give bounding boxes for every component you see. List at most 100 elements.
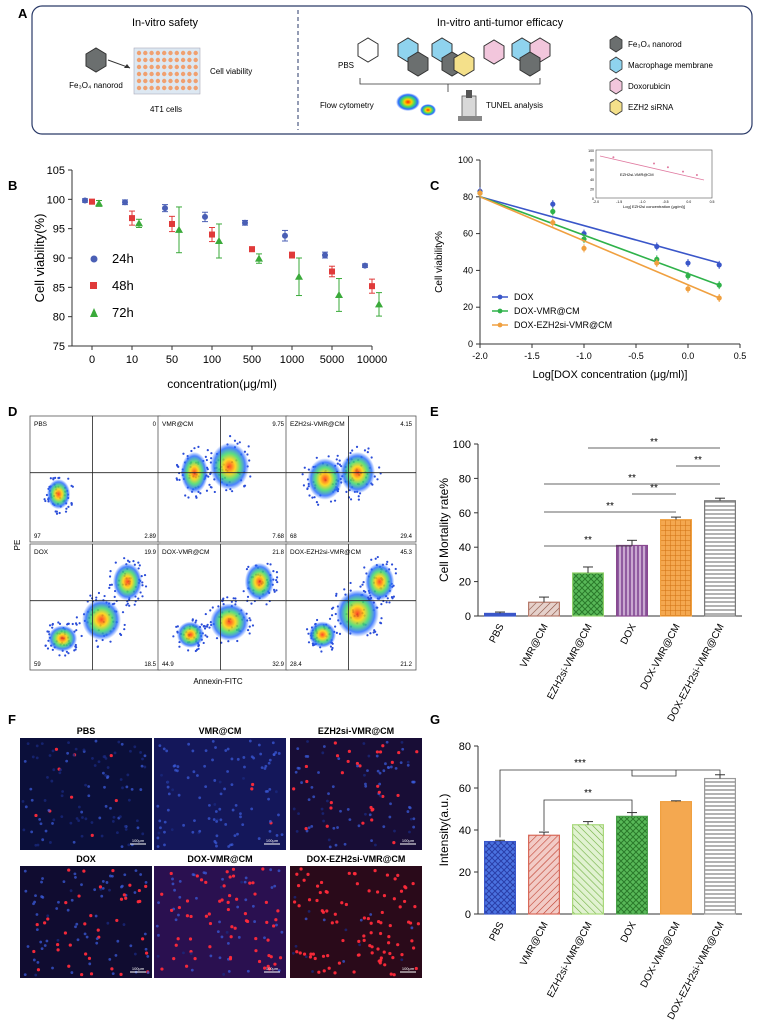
image-title: DOX-VMR@CM: [187, 854, 252, 864]
flow-point: [44, 644, 47, 647]
flow-point: [247, 445, 250, 448]
flow-point: [121, 611, 125, 614]
cell-nucleus: [369, 921, 373, 925]
image-title: EZH2si-VMR@CM: [318, 726, 394, 736]
image-title: DOX-EZH2si-VMR@CM: [307, 854, 406, 864]
cell-nucleus: [215, 820, 219, 823]
flow-point: [47, 630, 50, 633]
cell-nucleus: [87, 956, 92, 960]
well-dot-icon: [174, 64, 179, 70]
cell-nucleus: [117, 740, 121, 744]
cell-nucleus: [170, 828, 174, 832]
cell-nucleus: [246, 969, 250, 973]
cell-nucleus: [344, 928, 348, 932]
cell-nucleus: [104, 756, 108, 760]
inset-y-tick-label: 0: [592, 197, 594, 201]
well-dot-icon: [149, 71, 154, 77]
cell-nucleus: [257, 837, 261, 840]
flow-point: [200, 623, 203, 626]
fit-line: [479, 196, 720, 286]
cell-nucleus: [357, 824, 361, 828]
well-dot-icon: [193, 50, 198, 56]
cell-nucleus: [124, 896, 128, 900]
flow-point: [247, 565, 250, 568]
flow-point: [306, 487, 309, 491]
cell-nucleus: [186, 776, 190, 780]
cell-nucleus: [356, 764, 359, 768]
flow-point: [329, 645, 333, 648]
cell-nucleus: [207, 817, 211, 820]
cell-nucleus: [321, 751, 325, 755]
cell-nucleus: [383, 963, 387, 967]
cell-nucleus: [23, 973, 27, 977]
flow-point: [242, 590, 245, 593]
cell-nucleus: [233, 926, 237, 930]
flow-point: [132, 560, 135, 563]
data-point: [122, 199, 128, 206]
cell-nucleus: [225, 870, 229, 874]
cell-nucleus: [123, 873, 127, 877]
well-dot-icon: [155, 85, 161, 91]
flow-point: [374, 630, 377, 633]
legend-hexagon-icon: [609, 35, 623, 53]
flow-point: [123, 628, 126, 631]
cell-nucleus: [320, 807, 324, 811]
cell-nucleus: [310, 786, 314, 789]
x-axis-label: Log[DOX concentration (μg/ml)]: [533, 369, 688, 381]
cell-nucleus: [146, 955, 150, 958]
cell-nucleus: [77, 805, 81, 809]
cell-nucleus: [300, 781, 303, 784]
significance-label: **: [628, 473, 636, 484]
cell-nucleus: [167, 792, 171, 796]
well-dot-icon: [193, 71, 198, 77]
flow-point: [123, 623, 126, 627]
cell-nucleus: [55, 907, 59, 910]
y-tick-label: 95: [53, 224, 65, 236]
flow-point: [234, 597, 237, 600]
flow-point: [315, 618, 319, 622]
well-dot-icon: [136, 85, 142, 91]
data-point: [95, 199, 103, 207]
flow-point: [355, 445, 359, 448]
cell-nucleus: [80, 972, 84, 977]
cell-nucleus: [250, 755, 254, 759]
cell-nucleus: [174, 918, 178, 922]
well-dot-icon: [174, 50, 179, 56]
flow-point: [206, 635, 209, 638]
cell-nucleus: [75, 817, 79, 820]
x-tick-label: DOX-VMR@CM: [639, 920, 683, 990]
flow-point: [137, 597, 140, 600]
scale-label: 100μm: [266, 966, 279, 971]
flow-point: [386, 560, 389, 564]
cell-nucleus: [241, 823, 245, 827]
flow-point: [203, 627, 207, 630]
cell-nucleus: [305, 779, 309, 784]
cell-nucleus: [104, 804, 108, 808]
flow-point: [204, 634, 207, 637]
flow-point: [202, 625, 205, 628]
flow-point: [204, 455, 207, 458]
cell-nucleus: [274, 918, 278, 922]
cell-nucleus: [85, 935, 89, 939]
flow-point: [331, 646, 334, 650]
cell-nucleus: [119, 897, 124, 901]
cell-nucleus: [294, 770, 298, 774]
flow-point: [58, 511, 61, 515]
flow-point: [137, 561, 140, 564]
flow-point: [51, 623, 54, 626]
flow-point: [378, 466, 381, 469]
flow-point: [375, 633, 379, 636]
cell-nucleus: [106, 766, 110, 769]
cell-nucleus: [26, 945, 30, 948]
cell-nucleus: [82, 869, 86, 873]
cell-nucleus: [23, 869, 27, 873]
cell-nucleus: [379, 956, 383, 960]
cell-nucleus: [377, 790, 381, 794]
cell-nucleus: [341, 938, 345, 943]
flow-point: [335, 631, 338, 634]
cell-nucleus: [412, 825, 416, 829]
cell-nucleus: [83, 922, 87, 926]
flow-point: [308, 494, 311, 497]
safety-title: In-vitro safety: [132, 17, 199, 29]
cell-nucleus: [22, 828, 26, 832]
